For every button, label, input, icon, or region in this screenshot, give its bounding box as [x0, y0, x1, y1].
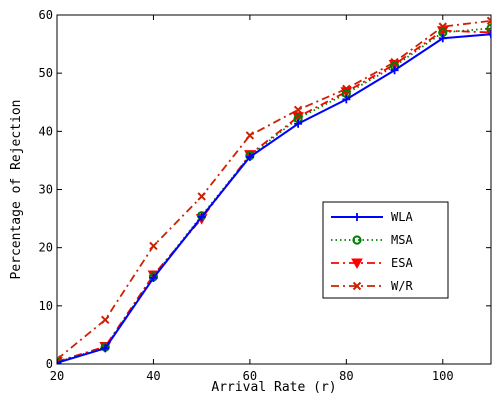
- marker-x: [352, 281, 362, 291]
- marker-plus: [294, 119, 303, 128]
- legend-entry: MSA: [331, 233, 413, 247]
- x-tick-label: 80: [339, 369, 353, 383]
- legend-entry: W/R: [331, 279, 413, 293]
- y-tick-label: 50: [39, 66, 53, 80]
- marker-plus: [342, 95, 351, 104]
- y-axis-label: Percentage of Rejection: [9, 99, 24, 279]
- y-tick-label: 60: [39, 8, 53, 22]
- marker-x-b: [101, 315, 110, 325]
- legend-label: ESA: [391, 256, 413, 270]
- x-axis-label: Arrival Rate (r): [211, 380, 336, 395]
- y-tick-label: 20: [39, 241, 53, 255]
- marker-circle: [352, 235, 362, 245]
- marker-plus: [245, 152, 254, 161]
- legend-label: W/R: [391, 279, 413, 293]
- series-layer: [57, 16, 491, 364]
- marker-triangle: [351, 258, 363, 270]
- marker-x-b: [293, 105, 303, 115]
- marker-plus: [197, 212, 206, 221]
- marker-plus: [101, 344, 110, 353]
- marker-x: [197, 192, 206, 201]
- legend: WLA MSA ESA W/R: [322, 201, 449, 299]
- legend-label: MSA: [391, 233, 413, 247]
- marker-plus: [487, 30, 491, 39]
- x-tick-label: 60: [243, 369, 257, 383]
- series-line: [57, 19, 491, 361]
- marker-x-b: [149, 241, 158, 251]
- legend-entry: ESA: [331, 256, 413, 270]
- marker-x: [293, 105, 303, 115]
- series-wla: [57, 30, 491, 364]
- marker-x: [101, 315, 110, 325]
- legend-entry: WLA: [331, 210, 413, 224]
- marker-x: [486, 16, 491, 26]
- y-tick-label: 30: [39, 183, 53, 197]
- y-tick-label: 10: [39, 299, 53, 313]
- marker-plus: [57, 358, 61, 364]
- marker-x-b: [197, 192, 206, 201]
- marker-x-a: [486, 16, 491, 23]
- marker-plus: [438, 34, 447, 43]
- marker-x: [245, 131, 255, 140]
- marker-x-b: [245, 131, 255, 140]
- marker-x-b: [486, 19, 491, 26]
- axes-layer: 20 40 60 80 100 0 10 20 30 40 50 60: [39, 8, 491, 383]
- plot-area: [56, 14, 492, 365]
- plot-frame: [56, 14, 492, 365]
- x-tick-label: 20: [50, 369, 64, 383]
- marker-x-b: [352, 281, 362, 291]
- marker-plus: [390, 66, 399, 75]
- marker-plus: [149, 273, 158, 282]
- legend-label: WLA: [391, 210, 413, 224]
- marker-x-b: [57, 355, 62, 361]
- series-line: [57, 29, 491, 363]
- x-tick-label: 100: [432, 369, 454, 383]
- marker-plus: [353, 213, 361, 221]
- series-line: [57, 33, 491, 364]
- x-tick-label: 40: [146, 369, 160, 383]
- y-tick-label: 0: [46, 357, 53, 371]
- series-line: [57, 27, 491, 364]
- y-tick-label: 40: [39, 124, 53, 138]
- marker-x: [149, 241, 158, 251]
